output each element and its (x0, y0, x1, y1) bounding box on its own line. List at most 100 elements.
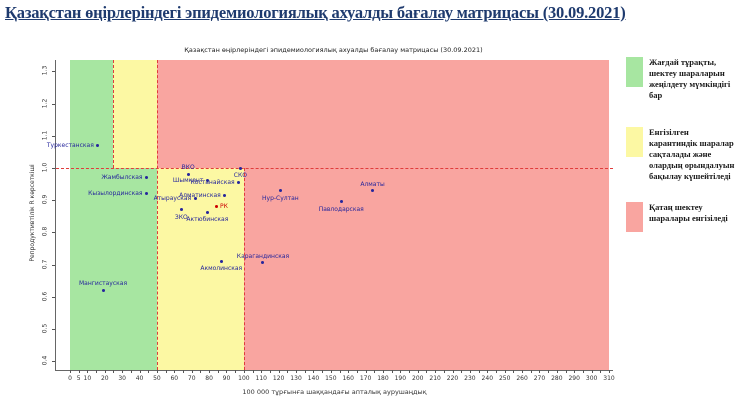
data-point-label: Кызылординская (88, 190, 143, 198)
data-point-label: Атырауская (153, 195, 192, 203)
y-tick (52, 361, 55, 363)
x-tick (330, 370, 332, 373)
data-point-label: Павлодарская (318, 205, 364, 213)
x-tick-label: 310 (603, 375, 615, 382)
legend-item: Қатаң шектеу шаралары енгізіледі (626, 202, 738, 232)
x-tick (435, 370, 437, 373)
x-tick (556, 370, 558, 373)
y-tick (52, 200, 55, 202)
data-point-label: Алматинская (179, 191, 221, 199)
x-tick-label: 250 (498, 375, 511, 382)
data-point-label: Нур-Султан (262, 194, 299, 202)
x-tick (522, 370, 524, 373)
legend-swatch (626, 202, 643, 232)
x-tick (452, 370, 454, 373)
data-point-marker (237, 180, 241, 184)
x-tick (269, 370, 271, 373)
data-point-label: Шымкент (172, 177, 204, 185)
legend-label: Жағдай тұрақты, шектеу шараларын жеңілде… (649, 57, 731, 100)
y-tick (52, 168, 55, 169)
x-tick (339, 370, 341, 373)
x-tick (87, 370, 89, 373)
data-point-marker (278, 189, 282, 193)
x-tick (113, 370, 115, 373)
x-tick (200, 370, 202, 373)
y-tick-label: 0.6 (41, 291, 49, 302)
data-point-marker (371, 189, 375, 193)
x-tick (235, 370, 237, 373)
zone-boundary-line (243, 168, 245, 370)
x-tick-label: 280 (551, 375, 563, 382)
x-tick-label: 180 (377, 375, 389, 382)
x-tick (409, 370, 411, 373)
data-point-marker (96, 143, 100, 147)
data-point-marker (339, 200, 343, 204)
plot-area: 0 5 10 20 30 40 50 60 70 80 90 100 110 120 130 140 150 16… (29, 60, 615, 396)
legend-label: Қатаң шектеу шаралары енгізіледі (649, 202, 728, 223)
x-tick-label: 190 (394, 375, 407, 382)
x-tick-label: 90 (222, 375, 231, 382)
x-tick-label: 110 (255, 375, 267, 382)
x-tick-label: 20 (100, 375, 109, 382)
data-point-marker (223, 193, 227, 197)
x-tick-label: 60 (170, 375, 179, 382)
data-point-marker (101, 288, 105, 292)
x-tick (96, 370, 98, 373)
x-tick (243, 370, 245, 373)
x-tick (104, 370, 106, 373)
x-tick (261, 370, 263, 373)
data-point-label: СКО (233, 172, 247, 179)
legend-swatch (626, 127, 643, 157)
y-tick-label: 0.5 (41, 323, 49, 334)
x-tick (426, 370, 428, 373)
x-tick (183, 370, 185, 373)
data-point-label: Костанайская (190, 178, 235, 186)
data-point-marker (214, 205, 218, 209)
data-point-marker (193, 197, 197, 201)
x-tick-label: 80 (205, 375, 213, 382)
y-tick (52, 329, 55, 330)
data-point-marker (238, 166, 242, 170)
x-tick-label: 120 (272, 375, 285, 382)
x-tick (609, 370, 610, 373)
x-tick (417, 370, 419, 373)
x-tick-label: 0 (68, 375, 72, 382)
zone-boundary-line (113, 60, 115, 168)
data-point-label: Туркестанская (46, 141, 94, 149)
x-tick (296, 370, 298, 373)
x-tick (174, 370, 176, 373)
x-tick (495, 370, 497, 373)
data-point-label: ВКО (181, 164, 195, 172)
zone-yellow-above (113, 60, 157, 168)
data-point-label: Мангистауская (79, 280, 128, 288)
x-tick (478, 370, 480, 373)
page-title: Қазақстан өңірлеріндегі эпидемиологиялық… (5, 3, 626, 22)
x-tick-label: 40 (135, 375, 144, 382)
x-tick (191, 370, 193, 373)
data-point-label: РК (220, 203, 228, 211)
x-tick (322, 370, 324, 373)
data-point-marker (261, 261, 265, 265)
x-tick-label: 160 (342, 375, 354, 382)
x-tick-label: 220 (446, 375, 459, 382)
x-tick (400, 370, 402, 373)
legend-item: Енгізілген карантиндік шаралар сақталады… (626, 127, 738, 182)
x-tick (356, 370, 358, 373)
zone-red-above (156, 60, 609, 168)
data-point-marker (179, 208, 183, 212)
y-tick-label: 0.9 (41, 194, 49, 205)
x-axis-label: 100 000 тұрғынға шаққандағы апталық ауру… (242, 388, 427, 396)
x-tick (487, 370, 489, 373)
x-tick (600, 370, 602, 373)
data-point-label: ЗКО (174, 213, 188, 221)
y-tick (52, 135, 55, 137)
x-tick (582, 370, 584, 373)
legend-item: Жағдай тұрақты, шектеу шараларын жеңілде… (626, 57, 738, 101)
x-tick-label: 260 (516, 375, 528, 382)
x-tick (287, 370, 289, 373)
x-tick (348, 370, 350, 373)
x-tick (156, 370, 158, 373)
x-tick (565, 370, 567, 373)
x-tick (226, 370, 228, 373)
x-tick (443, 370, 445, 373)
